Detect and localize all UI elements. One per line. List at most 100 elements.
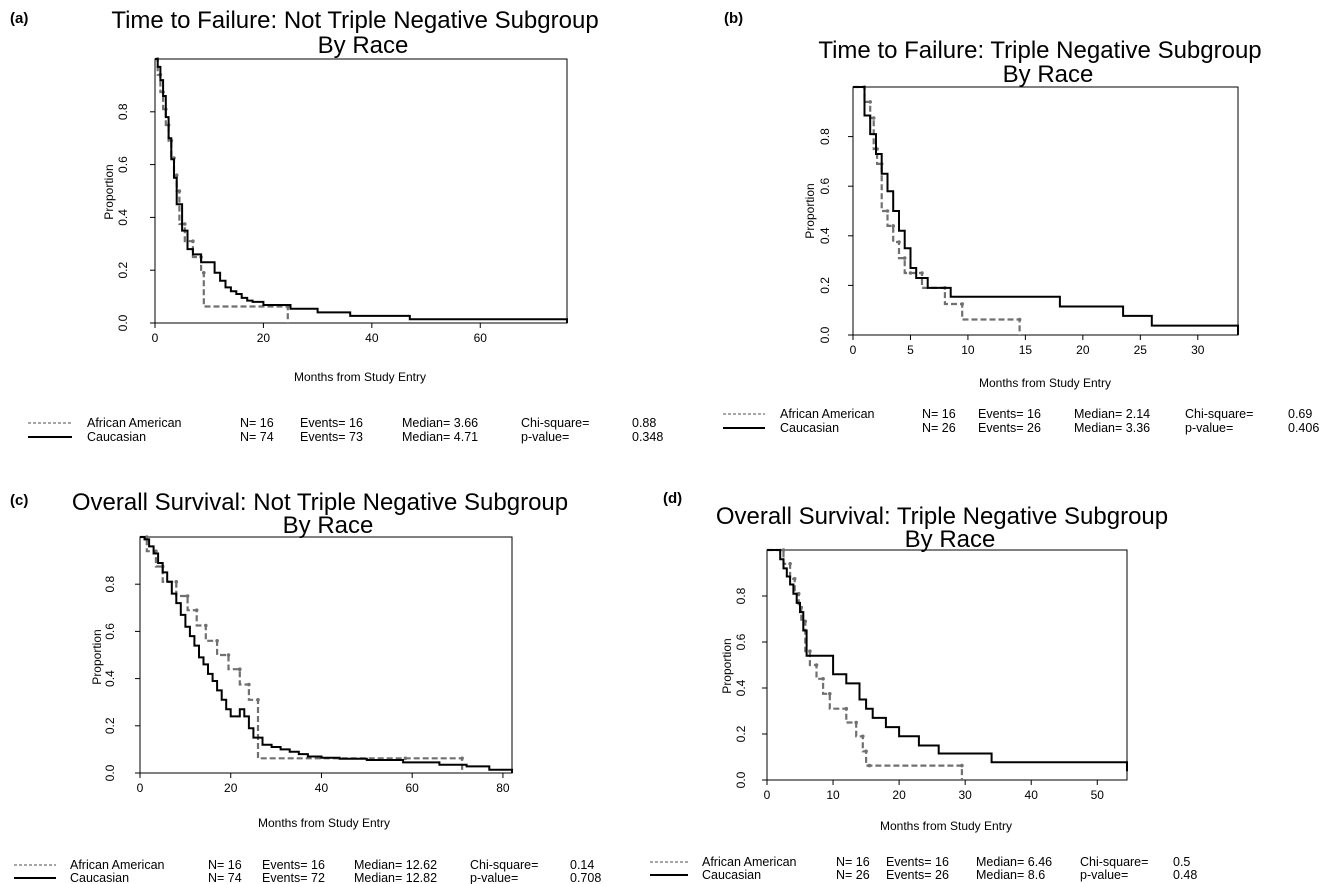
series-african-american-curve: [155, 57, 289, 323]
chart-subtitle: By Race: [905, 526, 996, 553]
y-axis-label: Proportion: [102, 164, 116, 219]
y-tick-label: 0.8: [116, 103, 130, 120]
legend-median: Median= 12.82: [354, 871, 437, 884]
legend-stat-value: 0.69: [1288, 407, 1312, 421]
legend-stat-value: 0.406: [1288, 421, 1319, 435]
panel-label: (a): [10, 10, 28, 27]
legend-stat-label: p-value=: [521, 430, 569, 444]
series-event-point: [781, 548, 786, 552]
legend-stat-label: Chi-square=: [521, 416, 589, 430]
series-event-point: [1017, 317, 1022, 322]
y-tick-label: 0.0: [116, 314, 130, 331]
series-event-point: [145, 535, 149, 539]
plot-frame: [852, 86, 1239, 336]
chart-subtitle: By Race: [1003, 61, 1094, 88]
y-tick-label: 0.2: [116, 262, 130, 279]
y-tick-label: 0.0: [103, 764, 117, 781]
legend-median: Median= 8.6: [976, 868, 1045, 882]
series-event-point: [861, 734, 865, 739]
y-tick-label: 0.0: [818, 326, 832, 343]
series-caucasian-curve: [155, 58, 568, 323]
series-event-point: [920, 271, 924, 275]
x-tick-label: 40: [315, 781, 329, 795]
series-caucasian-curve: [140, 536, 513, 773]
y-tick-label: 0.6: [734, 633, 748, 650]
series-event-point: [215, 639, 219, 643]
y-tick-label: 0.2: [734, 725, 748, 742]
legend-events: Events= 16: [262, 858, 325, 872]
series-event-point: [174, 580, 179, 584]
legend-events: Events= 16: [300, 416, 363, 430]
legend-n: N= 74: [208, 871, 242, 884]
x-axis-label: Months from Study Entry: [258, 816, 390, 830]
y-tick-label: 0.4: [734, 679, 748, 696]
series-event-point: [867, 763, 872, 768]
series-event-point: [808, 649, 812, 653]
panel-label: (c): [10, 492, 28, 509]
x-tick-label: 10: [826, 788, 840, 802]
legend-series-name: Caucasian: [780, 421, 839, 435]
y-tick-label: 0.2: [103, 717, 117, 734]
y-axis-label: Proportion: [803, 183, 817, 238]
legend-stat-label: Chi-square=: [1080, 855, 1148, 869]
y-tick-label: 0.4: [818, 227, 832, 244]
legend-series-name: Caucasian: [70, 871, 129, 884]
y-tick-label: 0.8: [734, 587, 748, 604]
chart-title: Time to Failure: Not Triple Negative Sub…: [111, 7, 598, 34]
plot-frame: [139, 536, 513, 774]
chart-subtitle: By Race: [318, 32, 409, 59]
series-event-point: [796, 591, 801, 596]
series-caucasian-curve: [853, 86, 1239, 335]
y-tick-label: 0.6: [103, 623, 117, 640]
series-event-point: [174, 173, 179, 177]
series-event-point: [194, 608, 199, 612]
chart-subtitle: By Race: [283, 512, 374, 539]
chart-title: Overall Survival: Not Triple Negative Su…: [72, 489, 568, 516]
series-event-point: [204, 623, 208, 628]
legend-stat-value: 0.48: [1173, 868, 1197, 882]
plot-frame: [766, 549, 1128, 781]
series-event-point: [902, 256, 907, 260]
legend-stat-value: 0.5: [1173, 855, 1190, 869]
series-event-point: [202, 271, 206, 275]
legend-series-name: Caucasian: [87, 430, 146, 444]
x-tick-label: 80: [496, 781, 510, 795]
x-axis-label: Months from Study Entry: [294, 370, 426, 384]
series-event-point: [814, 663, 819, 667]
legend-events: Events= 26: [978, 421, 1041, 435]
legend-median: Median= 12.62: [354, 858, 437, 872]
legend-series-name: African American: [87, 416, 182, 430]
panel-label: (b): [724, 10, 743, 27]
series-event-point: [191, 239, 195, 243]
legend-events: Events= 16: [978, 407, 1041, 421]
legend-n: N= 74: [240, 430, 274, 444]
series-african-american-curve: [767, 548, 963, 780]
x-tick-label: 50: [1091, 788, 1105, 802]
series-event-point: [460, 756, 464, 761]
y-tick-label: 0.0: [734, 771, 748, 788]
legend-n: N= 16: [240, 416, 274, 430]
legend-stat-label: Chi-square=: [1185, 407, 1253, 421]
plot-frame: [154, 58, 568, 324]
series-event-point: [844, 706, 849, 711]
legend-events: Events= 72: [262, 871, 325, 884]
series-event-point: [256, 698, 260, 702]
x-tick-label: 0: [764, 788, 771, 802]
series-event-point: [238, 667, 242, 671]
legend-n: N= 26: [922, 421, 956, 435]
y-axis-label: Proportion: [720, 638, 734, 693]
legend-stat-value: 0.88: [632, 416, 656, 430]
x-tick-label: 25: [1134, 343, 1148, 357]
legend-events: Events= 73: [300, 430, 363, 444]
series-event-point: [960, 302, 964, 306]
x-tick-label: 40: [1025, 788, 1039, 802]
legend-n: N= 16: [922, 407, 956, 421]
legend-n: N= 26: [836, 868, 870, 882]
series-event-point: [885, 209, 890, 213]
series-event-point: [792, 577, 797, 581]
y-tick-label: 0.4: [116, 209, 130, 226]
series-african-american-curve: [140, 535, 464, 773]
y-tick-label: 0.6: [818, 178, 832, 195]
y-axis-label: Proportion: [90, 629, 104, 684]
